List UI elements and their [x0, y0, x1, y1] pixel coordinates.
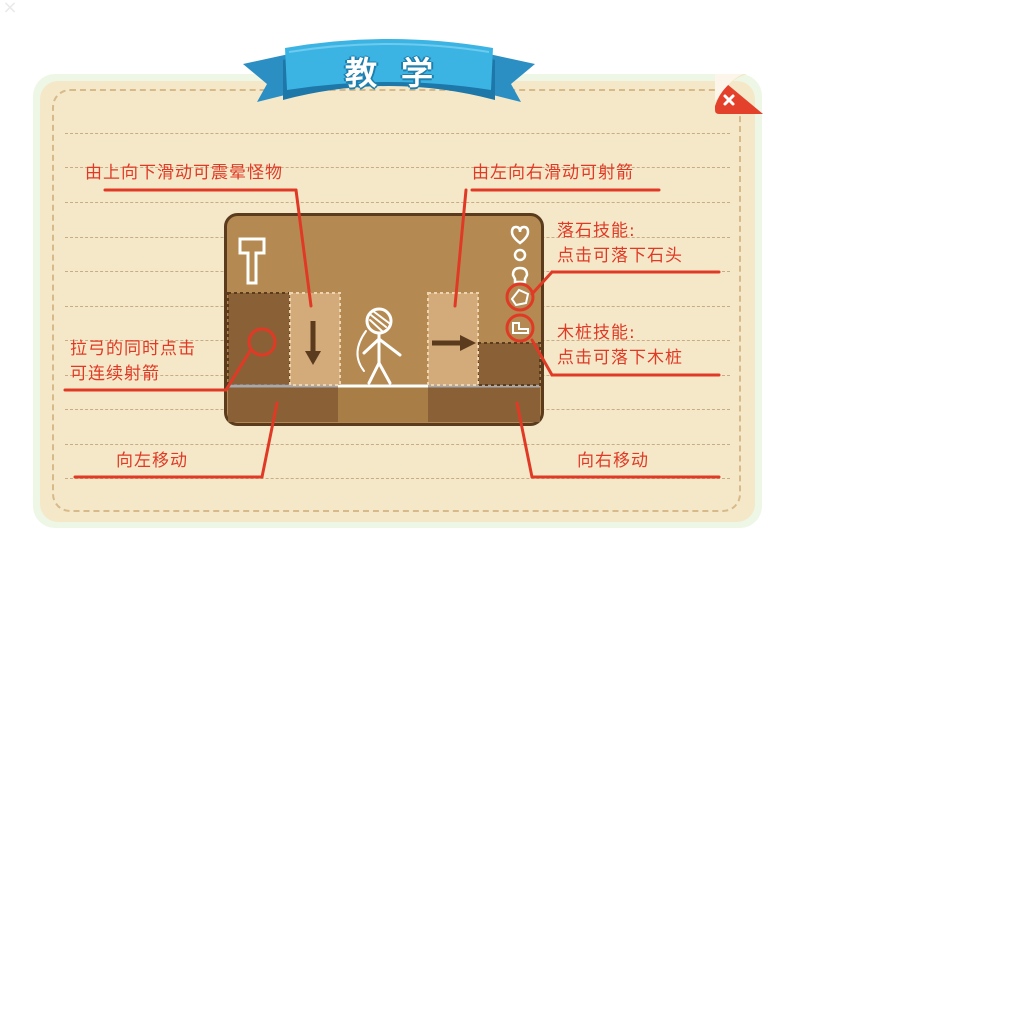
move-left-hint: 向左移动	[116, 451, 188, 471]
swipe-right-hint: 由左向右滑动可射箭	[472, 163, 634, 183]
rock-skill-title: 落石技能:	[557, 221, 636, 241]
swipe-down-hint: 由上向下滑动可震晕怪物	[85, 163, 283, 183]
ring-icon	[513, 248, 527, 262]
paper-dashed-border	[52, 89, 741, 512]
hammer-icon	[238, 237, 266, 285]
close-icon	[723, 94, 735, 106]
page-title: 教学	[344, 54, 457, 92]
ruled-line	[65, 478, 730, 479]
title-ribbon: 教学	[243, 32, 535, 114]
ruled-line	[65, 202, 730, 203]
rock-skill-icon	[510, 288, 530, 307]
stake-skill-icon	[512, 322, 529, 334]
move-right-hint: 向右移动	[577, 451, 649, 471]
skull-icon	[511, 266, 529, 284]
heart-icon	[510, 225, 530, 245]
tap-while-drawing-hint-line2: 可连续射箭	[70, 364, 160, 384]
stake-skill-title: 木桩技能:	[557, 323, 636, 343]
tap-while-drawing-hint-line1: 拉弓的同时点击	[70, 339, 196, 359]
rock-skill-desc: 点击可落下石头	[557, 246, 683, 266]
ruled-line	[65, 167, 730, 168]
window-close-icon[interactable]: ×	[2, 0, 18, 18]
ruled-line	[65, 133, 730, 134]
close-button[interactable]	[713, 72, 765, 116]
stake-skill-desc: 点击可落下木桩	[557, 348, 683, 368]
ruled-line	[65, 444, 730, 445]
